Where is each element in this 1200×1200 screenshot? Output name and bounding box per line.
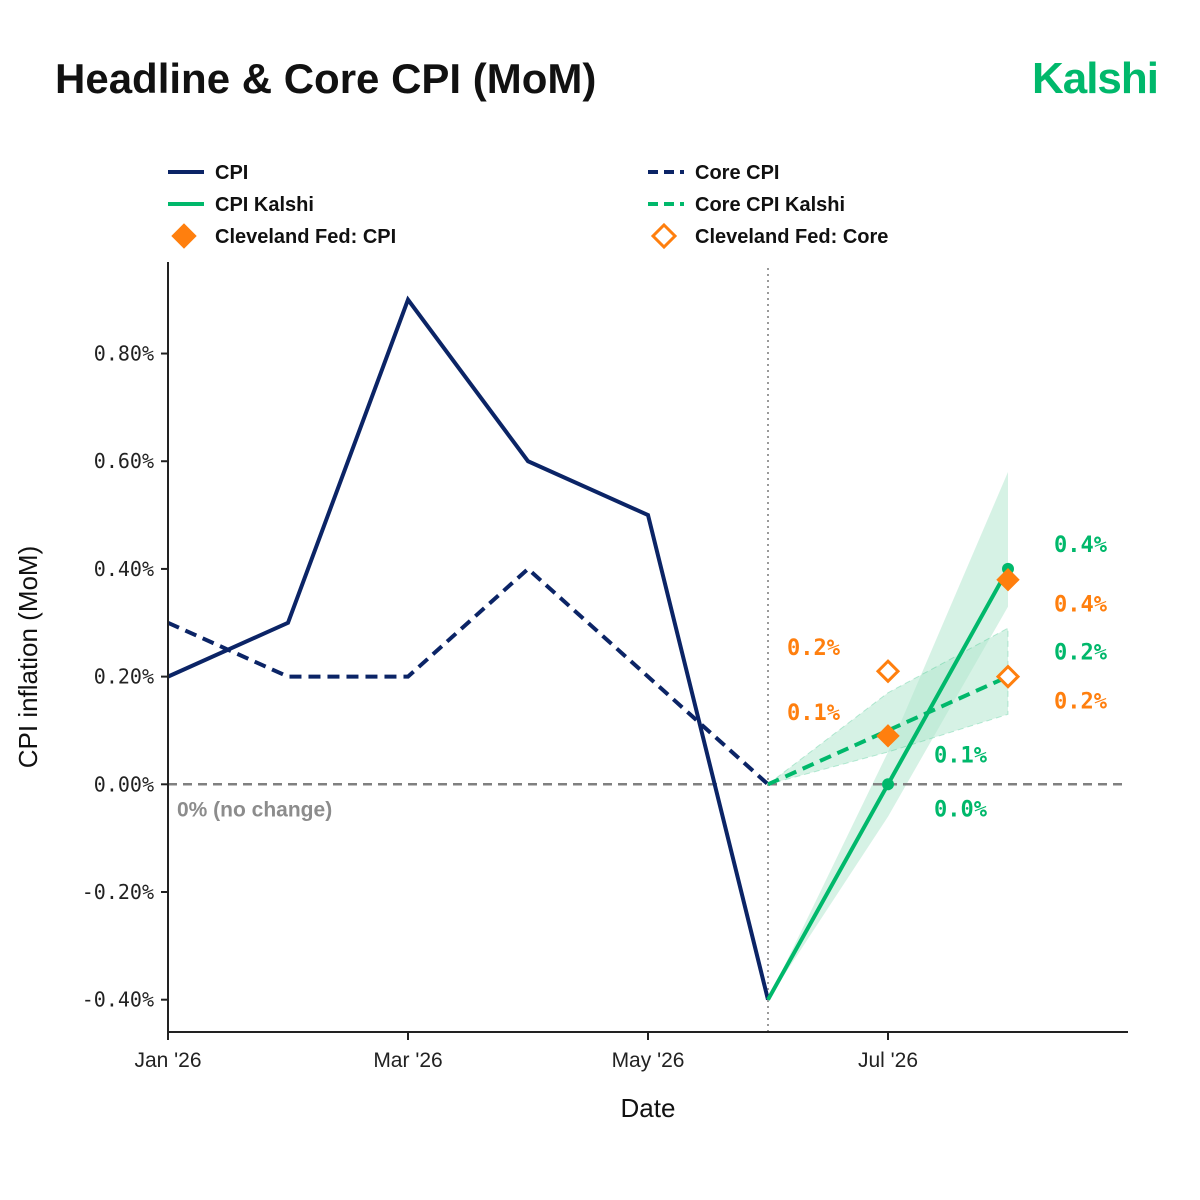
zero-line-label: 0% (no change) bbox=[177, 798, 332, 821]
chart-title: Headline & Core CPI (MoM) bbox=[55, 55, 597, 102]
marker-cf-cpi-1 bbox=[876, 724, 900, 748]
legend-cf-cpi-swatch bbox=[171, 223, 197, 249]
marker-cf-core-2 bbox=[995, 664, 1021, 689]
x-tick-label: May '26 bbox=[612, 1049, 685, 1072]
annotations: 0.2% 0.1% 0.1% 0.0% 0.4% 0.4% 0.2% 0.2% bbox=[787, 533, 1108, 822]
x-tick-label: Mar '26 bbox=[373, 1049, 442, 1072]
line-core bbox=[167, 566, 770, 786]
y-tick-label: 0.60% bbox=[94, 449, 154, 473]
legend: CPI Core CPI CPI Kalshi Core CPI Kalshi Clev… bbox=[168, 162, 888, 250]
legend-cpi-kalshi-label: CPI Kalshi bbox=[215, 194, 314, 216]
annotation-5: 0.4% bbox=[1054, 533, 1108, 558]
legend-core-label: Core CPI bbox=[695, 162, 779, 184]
annotation-6: 0.4% bbox=[1054, 593, 1108, 618]
y-axis-label: CPI inflation (MoM) bbox=[13, 546, 43, 769]
y-tick-label: 0.80% bbox=[94, 342, 154, 366]
y-tick-label: 0.40% bbox=[94, 557, 154, 581]
annotation-1: 0.2% bbox=[787, 636, 841, 661]
reference-lines: 0% (no change) bbox=[168, 268, 1128, 1034]
y-tick-label: -0.20% bbox=[82, 880, 154, 904]
annotation-4: 0.0% bbox=[934, 797, 988, 822]
x-tick-label: Jan '26 bbox=[134, 1049, 201, 1072]
legend-cf-cpi-label: Cleveland Fed: CPI bbox=[215, 226, 396, 248]
y-tick-label: 0.20% bbox=[94, 665, 154, 689]
series-lines bbox=[167, 295, 1010, 1001]
point-cpi-kalshi-1 bbox=[882, 778, 894, 791]
legend-cf-core-label: Cleveland Fed: Core bbox=[695, 226, 888, 248]
x-axis-label: Date bbox=[621, 1093, 676, 1123]
annotation-2: 0.1% bbox=[787, 701, 841, 726]
axes: 0.80% 0.60% 0.40% 0.20% 0.00% -0.20% -0.40% Jan… bbox=[13, 262, 1128, 1123]
series-markers bbox=[875, 562, 1021, 791]
marker-cf-cpi-2 bbox=[996, 567, 1020, 592]
legend-cpi-label: CPI bbox=[215, 162, 248, 184]
kalshi-logo: Kalshi bbox=[1031, 54, 1159, 103]
legend-core-kalshi-label: Core CPI Kalshi bbox=[695, 194, 845, 216]
annotation-7: 0.2% bbox=[1054, 641, 1108, 666]
line-cpi bbox=[167, 295, 770, 1001]
annotation-3: 0.1% bbox=[934, 743, 988, 768]
annotation-8: 0.2% bbox=[1054, 690, 1108, 715]
marker-cf-core-1 bbox=[875, 659, 901, 684]
x-tick-label: Jul '26 bbox=[858, 1049, 918, 1072]
legend-cf-core-swatch bbox=[650, 222, 678, 250]
line-core-kalshi bbox=[767, 674, 1009, 787]
y-tick-label: 0.00% bbox=[94, 772, 154, 796]
y-tick-label: -0.40% bbox=[82, 988, 154, 1012]
